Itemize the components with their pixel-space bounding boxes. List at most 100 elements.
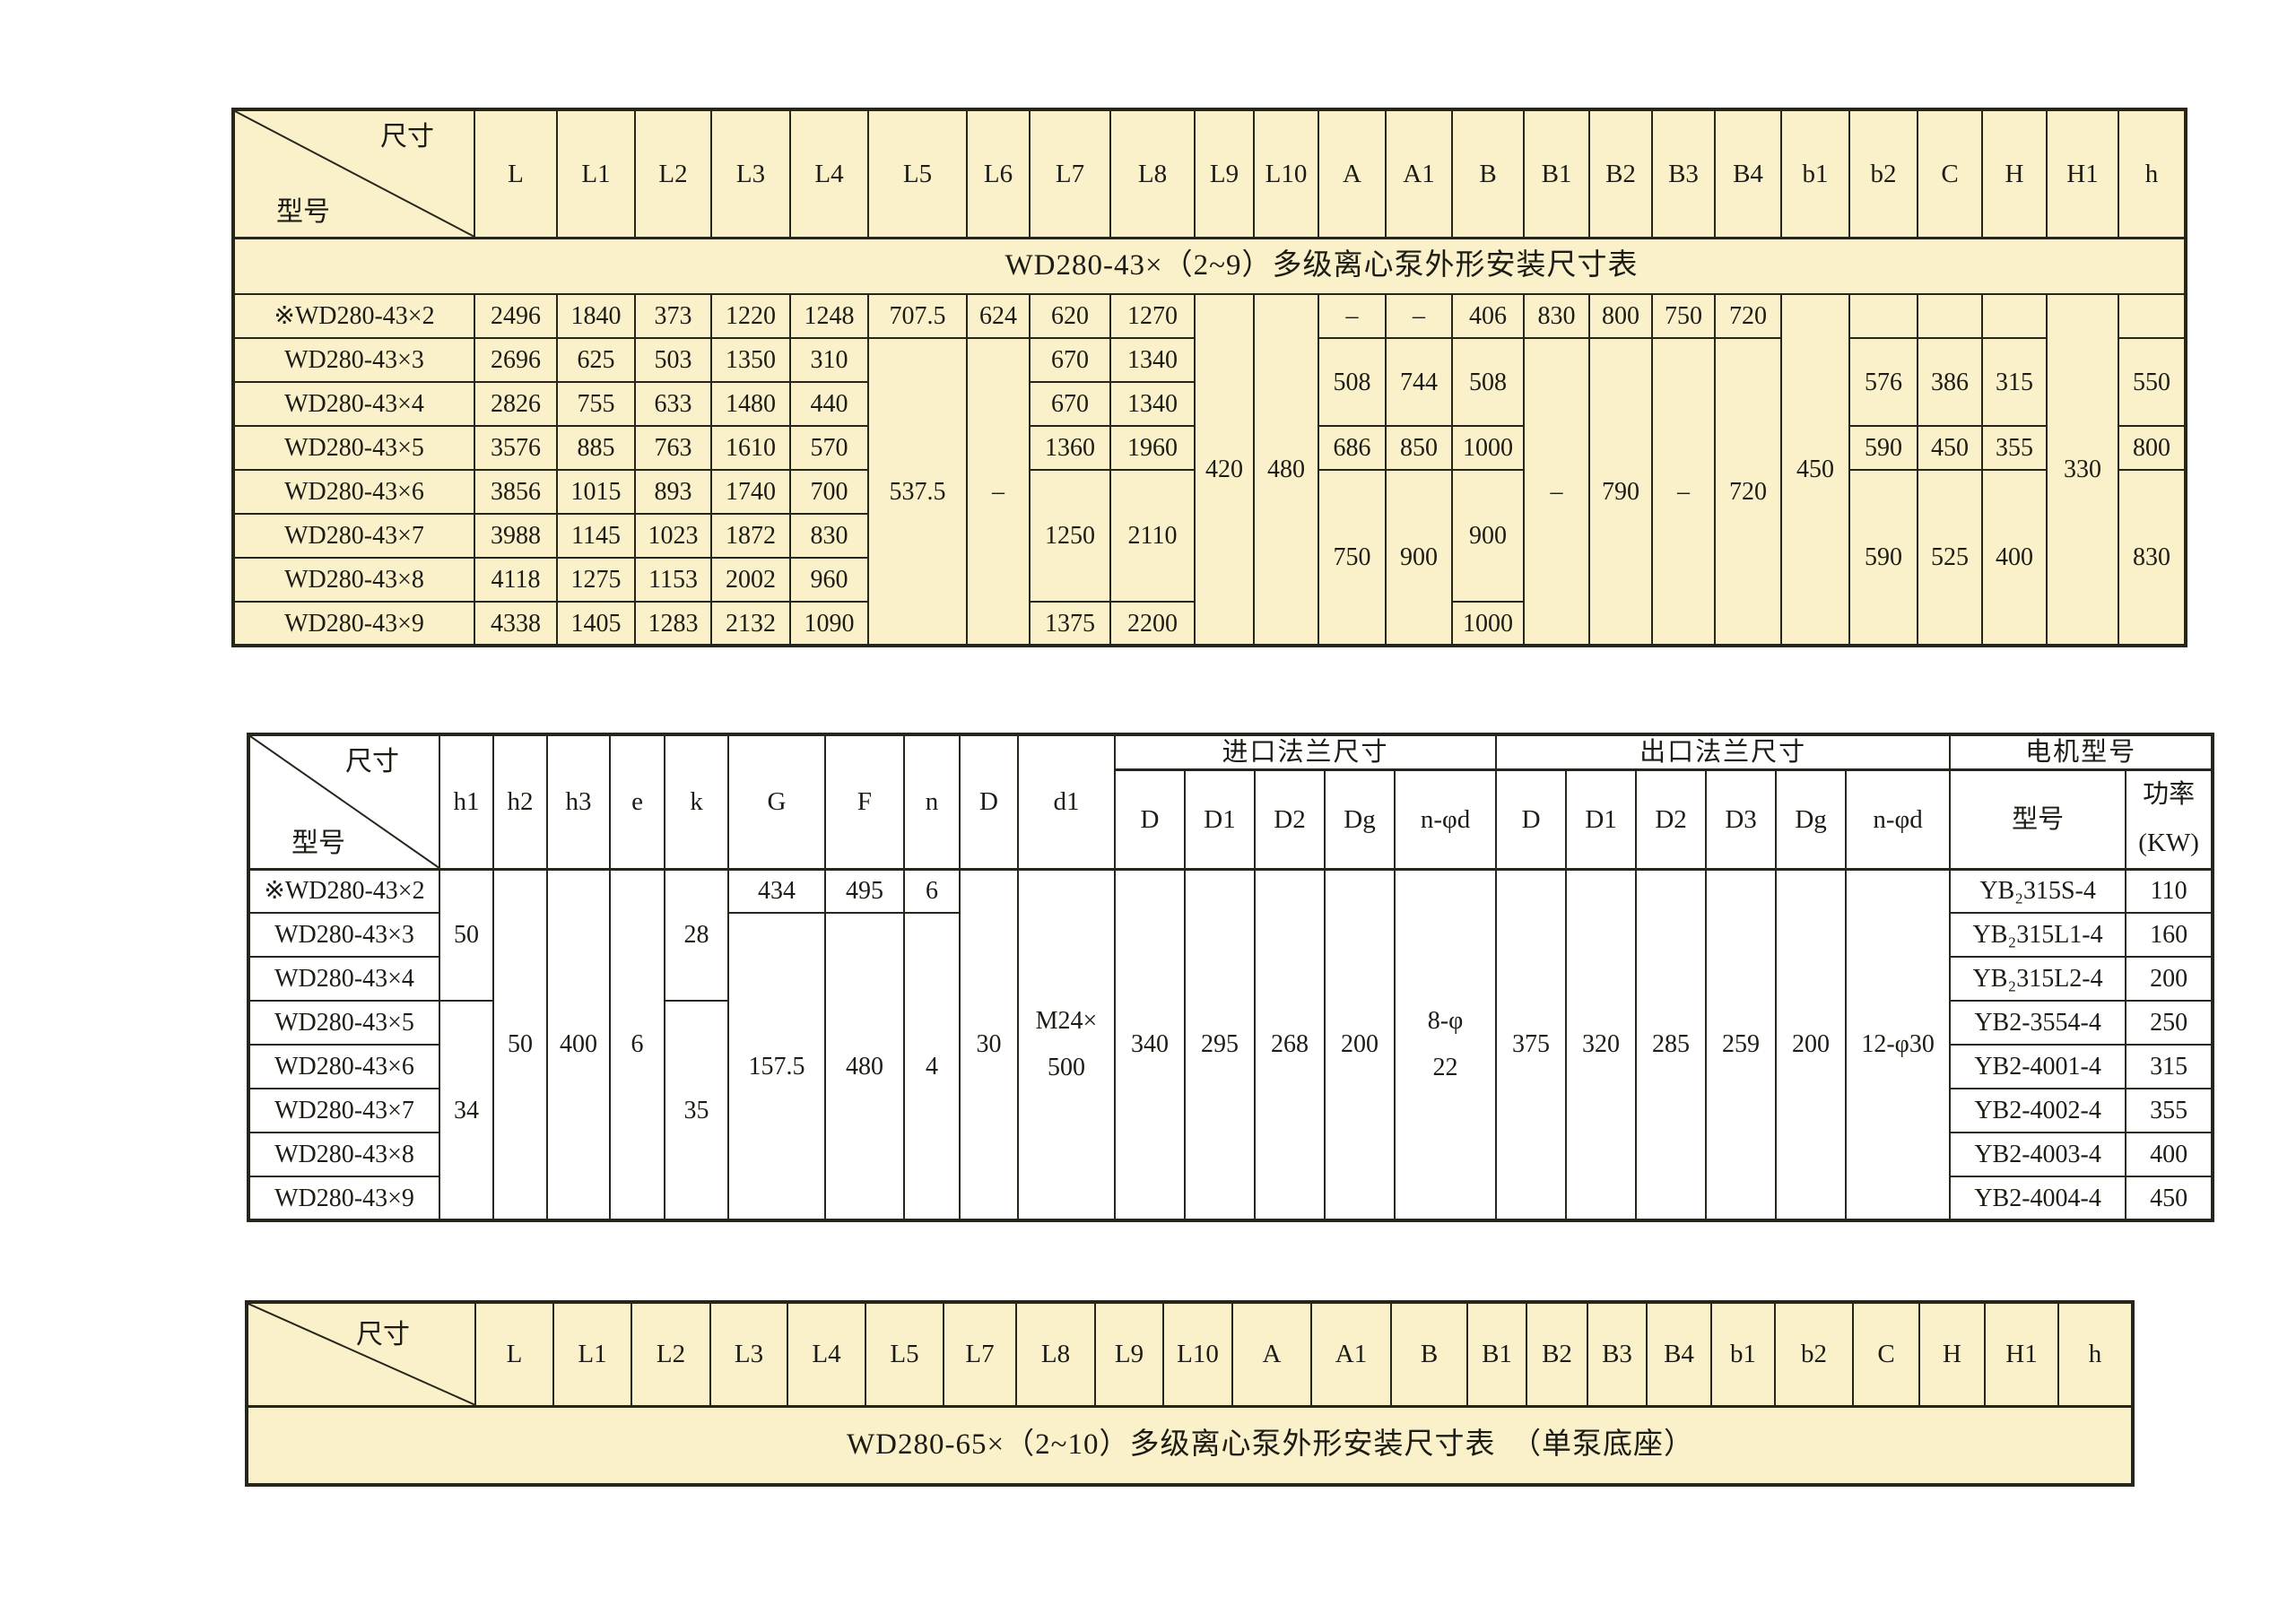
value-cell: 1350	[710, 337, 791, 383]
model-cell: WD280-43×8	[248, 1132, 440, 1178]
column-header-cell: L6	[966, 108, 1031, 239]
value-cell: 35	[664, 1000, 729, 1222]
column-header-cell: L9	[1094, 1301, 1164, 1408]
value-cell: 4338	[474, 601, 558, 647]
value-cell: 12-φ30	[1845, 868, 1952, 1222]
value-cell: M24× 500	[1017, 868, 1116, 1222]
column-header-cell: D2	[1635, 768, 1708, 871]
value-cell: 6	[903, 868, 961, 915]
model-cell: WD280-43×9	[248, 1176, 440, 1222]
inlet-flange-group-header: 进口法兰尺寸	[1113, 733, 1498, 772]
value-cell: –	[966, 337, 1031, 647]
value-cell: 4118	[474, 557, 558, 603]
column-header-cell: Dg	[1775, 768, 1848, 871]
model-cell: WD280-43×4	[232, 381, 475, 427]
column-header-cell: H	[1981, 108, 2048, 239]
value-cell: 1480	[710, 381, 791, 427]
value-cell: 537.5	[867, 337, 968, 647]
column-header-cell: h3	[546, 733, 611, 871]
column-header-cell: D	[1114, 768, 1186, 871]
value-cell: 633	[634, 381, 712, 427]
value-cell: 1375	[1029, 601, 1111, 647]
value-cell: 1250	[1029, 469, 1111, 603]
value-cell: 830	[789, 513, 869, 559]
value-cell: 525	[1917, 469, 1983, 647]
value-cell: 4	[903, 912, 961, 1222]
value-cell: –	[1385, 293, 1453, 339]
column-header-cell: H	[1918, 1301, 1986, 1408]
outlet-flange-group-header: 出口法兰尺寸	[1495, 733, 1952, 772]
value-cell: 707.5	[867, 293, 968, 339]
value-cell: 624	[966, 293, 1031, 339]
value-cell: 157.5	[727, 912, 826, 1222]
value-cell: 508	[1451, 337, 1525, 427]
value-cell: 330	[2046, 293, 2119, 647]
table-title: WD280-43×（2~9）多级离心泵外形安装尺寸表	[232, 237, 2187, 295]
column-header-cell: L5	[865, 1301, 944, 1408]
column-header-cell: B2	[1526, 1301, 1588, 1408]
corner-label-model: 型号	[291, 829, 345, 859]
column-header-cell: L3	[710, 108, 791, 239]
value-cell: 160	[2125, 912, 2214, 959]
value-cell	[1981, 293, 2048, 339]
column-header-cell: B1	[1523, 108, 1590, 239]
column-header-cell: B	[1451, 108, 1525, 239]
value-cell: 900	[1385, 469, 1453, 647]
column-header-cell: n-φd	[1845, 768, 1952, 871]
value-cell: 310	[789, 337, 869, 383]
value-cell: 315	[1981, 337, 2048, 427]
column-header-cell: L5	[867, 108, 968, 239]
value-cell: 400	[1981, 469, 2048, 647]
value-cell: 34	[439, 1000, 494, 1222]
motor-model-cell: YB2-4001-4	[1949, 1044, 2127, 1090]
value-line: (KW)	[2138, 828, 2199, 857]
column-header-cell: F	[824, 733, 905, 871]
value-cell: 2496	[474, 293, 558, 339]
motor-model-cell: YB2-3554-4	[1949, 1000, 2127, 1046]
value-cell: 625	[556, 337, 636, 383]
value-cell: 830	[2118, 469, 2187, 647]
column-header-cell: b1	[1710, 1301, 1776, 1408]
motor-model-cell: YB₂315S-4	[1949, 868, 2127, 915]
value-cell: 434	[727, 868, 826, 915]
column-header-cell: L2	[631, 1301, 711, 1408]
value-cell: 1000	[1451, 425, 1525, 471]
value-cell: 885	[556, 425, 636, 471]
column-header-cell: A1	[1310, 1301, 1392, 1408]
value-cell: 720	[1714, 337, 1782, 647]
column-header-cell: B4	[1714, 108, 1782, 239]
value-cell: 1248	[789, 293, 869, 339]
column-header-cell: L7	[1029, 108, 1111, 239]
value-line: M24×	[1035, 1006, 1098, 1035]
column-header-cell: h1	[439, 733, 494, 871]
column-header-cell: H1	[1984, 1301, 2059, 1408]
pump-dimensions-table-wd280-65: WD280-65×（2~10）多级离心泵外形安装尺寸表 （单泵底座） 尺寸 L L1 L…	[245, 1300, 2135, 1487]
value-cell: 2132	[710, 601, 791, 647]
column-header-cell: 型号	[1949, 768, 2127, 871]
value-cell: –	[1651, 337, 1716, 647]
value-cell: 8-φ 22	[1393, 868, 1498, 1222]
value-cell: 1340	[1109, 337, 1196, 383]
value-cell: 960	[789, 557, 869, 603]
column-header-cell: e	[609, 733, 665, 871]
column-header-cell: 功率 (KW)	[2125, 768, 2214, 871]
value-cell: 744	[1385, 337, 1453, 427]
column-header-cell: D2	[1254, 768, 1326, 871]
column-header-cell: k	[664, 733, 729, 871]
value-cell: 790	[1588, 337, 1653, 647]
corner-label-dimension: 尺寸	[380, 122, 434, 152]
value-cell: 1360	[1029, 425, 1111, 471]
value-cell: 375	[1495, 868, 1568, 1222]
column-header-cell: D1	[1184, 768, 1256, 871]
value-cell: 1840	[556, 293, 636, 339]
motor-model-cell: YB₂315L2-4	[1949, 956, 2127, 1002]
model-cell: WD280-43×3	[248, 912, 440, 959]
column-header-cell: A	[1231, 1301, 1312, 1408]
column-header-cell: L2	[634, 108, 712, 239]
value-cell: 1023	[634, 513, 712, 559]
motor-model-cell: YB₂315L1-4	[1949, 912, 2127, 959]
value-cell: 720	[1714, 293, 1782, 339]
corner-label-dimension: 尺寸	[345, 747, 399, 777]
